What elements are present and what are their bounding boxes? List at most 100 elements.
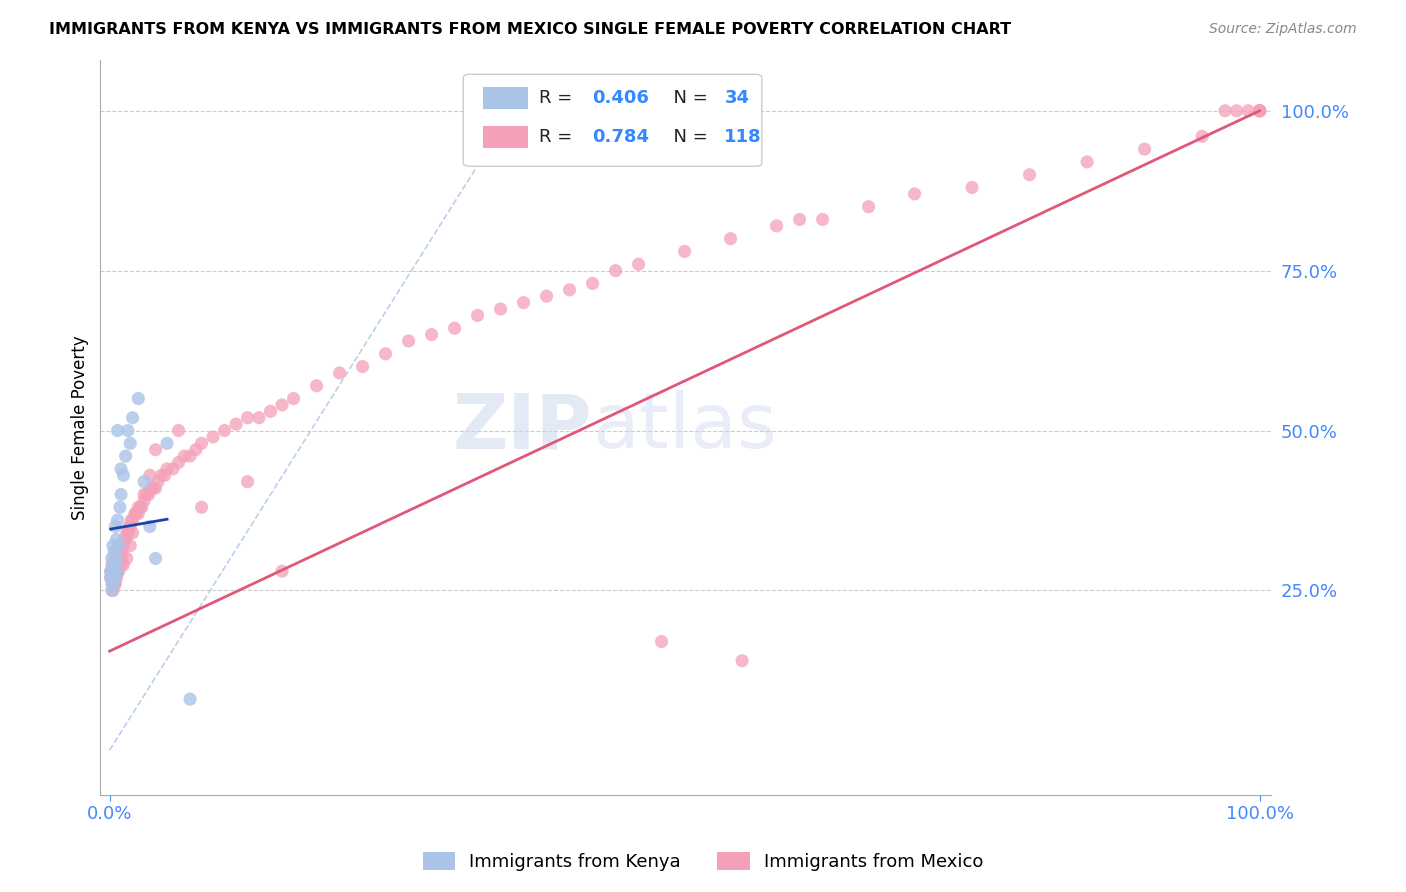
Point bbox=[104, 577, 127, 591]
Point bbox=[627, 257, 650, 271]
Point bbox=[101, 571, 124, 585]
Point bbox=[720, 232, 742, 246]
Point bbox=[1226, 103, 1249, 118]
Point bbox=[1249, 103, 1271, 118]
Point bbox=[104, 519, 127, 533]
Text: IMMIGRANTS FROM KENYA VS IMMIGRANTS FROM MEXICO SINGLE FEMALE POVERTY CORRELATIO: IMMIGRANTS FROM KENYA VS IMMIGRANTS FROM… bbox=[49, 22, 1011, 37]
Text: atlas: atlas bbox=[592, 391, 778, 465]
Text: R =: R = bbox=[540, 128, 578, 145]
Point bbox=[120, 436, 142, 450]
Point bbox=[107, 551, 129, 566]
Point bbox=[104, 571, 127, 585]
Point bbox=[271, 564, 294, 578]
Point bbox=[145, 481, 167, 495]
Point bbox=[135, 487, 157, 501]
Point bbox=[101, 539, 124, 553]
Point bbox=[512, 295, 534, 310]
Point bbox=[202, 430, 225, 444]
Point bbox=[103, 545, 125, 559]
Point bbox=[115, 551, 138, 566]
Point bbox=[105, 551, 128, 566]
Point bbox=[305, 378, 328, 392]
Point bbox=[108, 500, 131, 515]
Point bbox=[100, 571, 122, 585]
Point bbox=[101, 583, 124, 598]
Point bbox=[101, 583, 124, 598]
Point bbox=[156, 462, 179, 476]
Point bbox=[101, 577, 124, 591]
Point bbox=[153, 468, 176, 483]
Point bbox=[107, 558, 129, 572]
Point bbox=[100, 571, 122, 585]
Point bbox=[558, 283, 581, 297]
Bar bbox=[484, 126, 527, 148]
Point bbox=[259, 404, 281, 418]
Point bbox=[1213, 103, 1236, 118]
Point bbox=[105, 558, 128, 572]
Point bbox=[104, 571, 127, 585]
Point bbox=[352, 359, 374, 374]
Point bbox=[101, 571, 124, 585]
Point bbox=[420, 327, 443, 342]
Point bbox=[101, 551, 124, 566]
Point bbox=[960, 180, 983, 194]
Text: ZIP: ZIP bbox=[453, 391, 592, 465]
Point bbox=[903, 186, 925, 201]
Point bbox=[156, 436, 179, 450]
Point bbox=[184, 442, 207, 457]
Point bbox=[110, 539, 132, 553]
Text: N =: N = bbox=[662, 89, 714, 107]
Point bbox=[1249, 103, 1271, 118]
Point bbox=[398, 334, 420, 348]
Point bbox=[120, 519, 142, 533]
Point bbox=[651, 634, 673, 648]
FancyBboxPatch shape bbox=[464, 74, 762, 166]
Point bbox=[167, 456, 190, 470]
Point bbox=[1249, 103, 1271, 118]
Point bbox=[107, 564, 129, 578]
Point bbox=[105, 564, 128, 578]
Point bbox=[765, 219, 787, 233]
Bar bbox=[484, 87, 527, 109]
Point bbox=[105, 545, 128, 559]
Point bbox=[145, 551, 167, 566]
Point bbox=[179, 692, 201, 706]
Point bbox=[1076, 155, 1098, 169]
Point bbox=[283, 392, 305, 406]
Point bbox=[108, 551, 131, 566]
Point bbox=[100, 564, 122, 578]
Point bbox=[103, 558, 125, 572]
Point bbox=[103, 571, 125, 585]
Point bbox=[114, 533, 136, 547]
Point bbox=[1249, 103, 1271, 118]
Point bbox=[115, 525, 138, 540]
Point bbox=[142, 481, 165, 495]
Point bbox=[673, 244, 696, 259]
Point bbox=[114, 533, 136, 547]
Point bbox=[132, 494, 155, 508]
Point bbox=[131, 500, 153, 515]
Point bbox=[132, 487, 155, 501]
Point bbox=[100, 564, 122, 578]
Point bbox=[127, 392, 149, 406]
Point bbox=[1191, 129, 1213, 144]
Point bbox=[127, 500, 149, 515]
Point bbox=[120, 539, 142, 553]
Point bbox=[162, 462, 184, 476]
Point bbox=[103, 558, 125, 572]
Point bbox=[1133, 142, 1156, 156]
Point bbox=[103, 571, 125, 585]
Point bbox=[125, 507, 148, 521]
Point bbox=[129, 500, 152, 515]
Point bbox=[139, 519, 162, 533]
Point bbox=[214, 424, 236, 438]
Point bbox=[173, 449, 195, 463]
Point bbox=[121, 525, 143, 540]
Point bbox=[489, 301, 512, 316]
Point bbox=[138, 487, 160, 501]
Point bbox=[107, 539, 129, 553]
Point bbox=[110, 551, 132, 566]
Point bbox=[1018, 168, 1040, 182]
Text: Source: ZipAtlas.com: Source: ZipAtlas.com bbox=[1209, 22, 1357, 37]
Point bbox=[536, 289, 558, 303]
